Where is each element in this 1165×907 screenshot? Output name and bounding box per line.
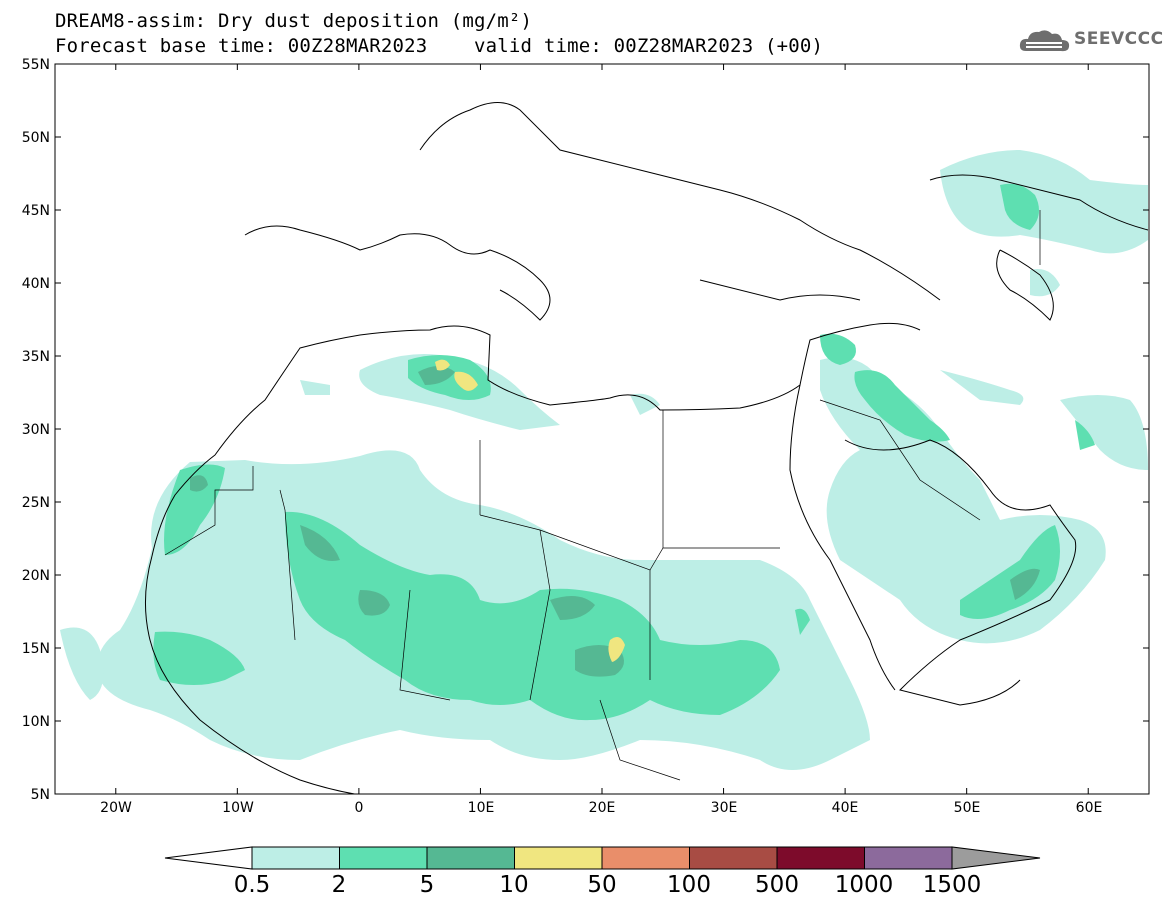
colorbar-label-2: 2 [332,872,347,898]
colorbar-label-5: 5 [420,872,435,898]
colorbar-cell [864,846,953,870]
lat-label-20n: 20N [22,568,50,584]
lon-label-20e: 20E [589,800,616,816]
colorbar-cell [339,846,428,870]
lon-label-10w: 10W [222,800,254,816]
map-title: DREAM8-assim: Dry dust deposition (mg/m²… [55,10,533,32]
lat-label-35n: 35N [22,349,50,365]
cloud-icon [1019,30,1070,52]
lat-label-5n: 5N [31,787,50,803]
colorbar-label-50: 50 [587,872,616,898]
coastlines [145,102,1149,794]
colorbar-label-0.5: 0.5 [234,872,271,898]
lon-label-50e: 50E [954,800,981,816]
colorbar-label-500: 500 [755,872,799,898]
lon-label-60e: 60E [1076,800,1103,816]
lon-label-0: 0 [355,800,364,816]
lat-label-25n: 25N [22,495,50,511]
lat-label-55n: 55N [22,57,50,73]
colorbar-cell [426,846,515,870]
colorbar-label-10: 10 [499,872,528,898]
lat-label-15n: 15N [22,641,50,657]
colorbar [164,846,1041,870]
lon-label-10e: 10E [468,800,495,816]
colorbar-cell [514,846,603,870]
colorbar-label-1000: 1000 [835,872,894,898]
lon-label-20w: 20W [100,800,132,816]
colorbar-cell [689,846,778,870]
colorbar-cell [251,846,340,870]
lon-label-30e: 30E [711,800,738,816]
colorbar-under-arrow [164,846,253,870]
dust-field [60,150,1148,770]
lat-label-40n: 40N [22,276,50,292]
forecast-time-label: Forecast base time: 00Z28MAR2023 valid t… [55,35,824,57]
axis-ticks [55,63,1149,795]
lat-label-50n: 50N [22,130,50,146]
lat-label-45n: 45N [22,203,50,219]
lat-label-30n: 30N [22,422,50,438]
country-borders [164,210,1041,781]
lat-label-10n: 10N [22,714,50,730]
colorbar-label-100: 100 [667,872,711,898]
colorbar-over-arrow [951,846,1041,870]
colorbar-cell [776,846,865,870]
seevccc-logo: SEEVCCC [1018,27,1163,57]
logo-text: SEEVCCC [1074,29,1164,49]
colorbar-cell [601,846,690,870]
colorbar-label-1500: 1500 [923,872,982,898]
lon-label-40e: 40E [832,800,859,816]
